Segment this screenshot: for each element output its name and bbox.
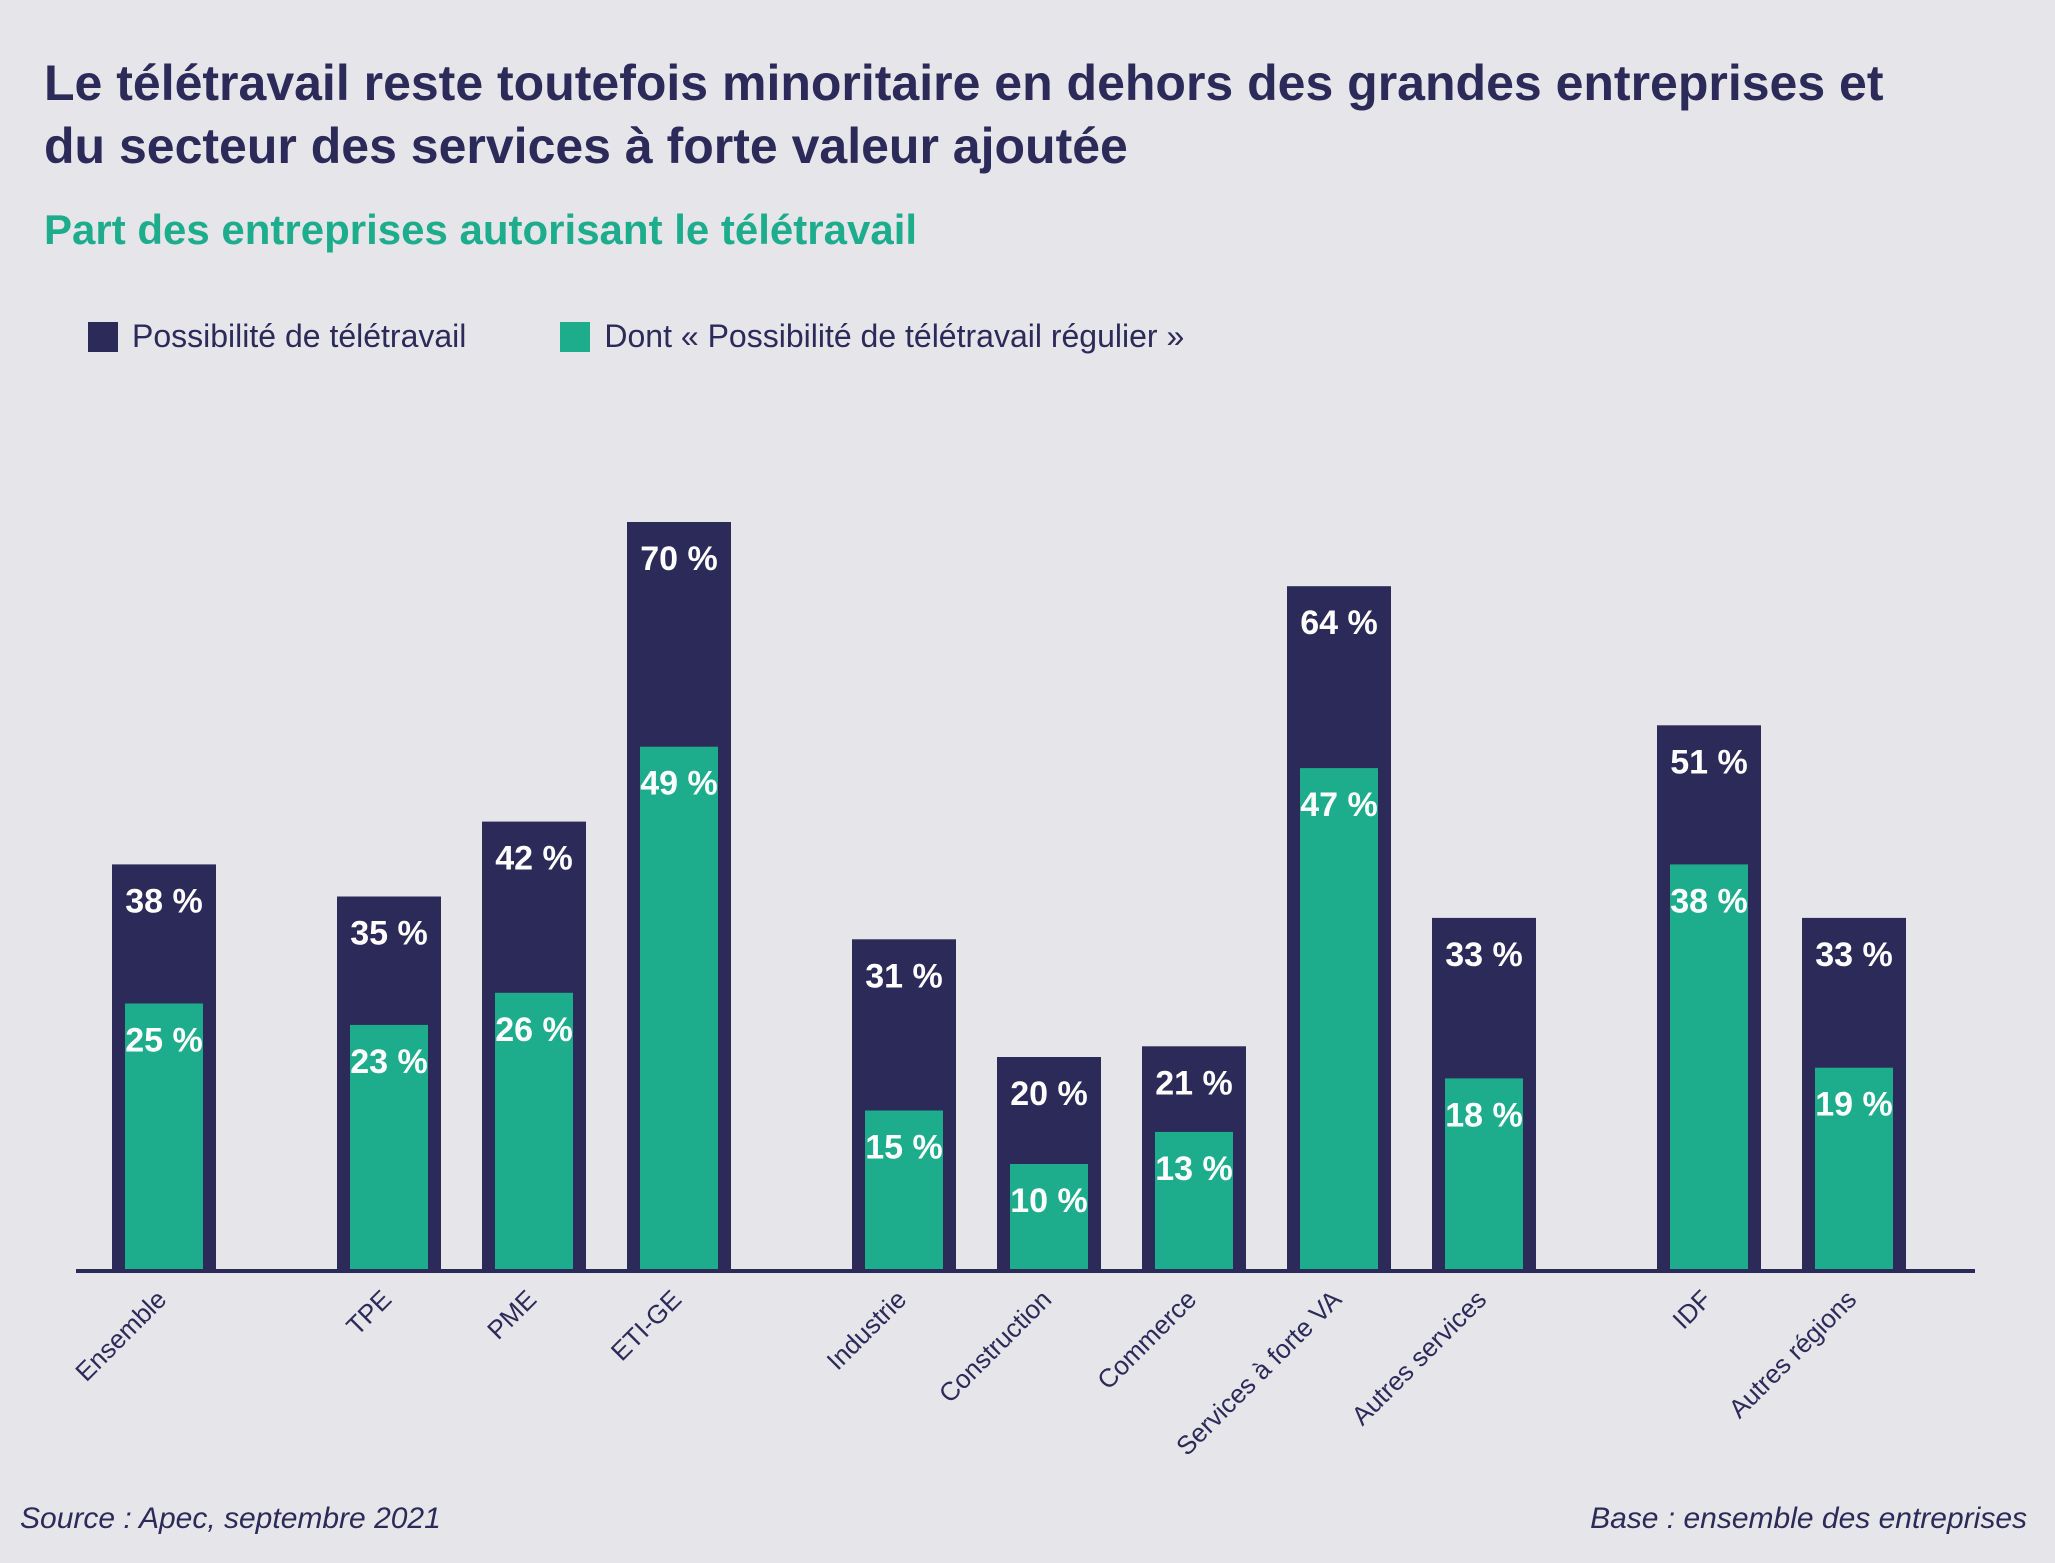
legend-label-regular: Dont « Possibilité de télétravail réguli… — [604, 318, 1185, 354]
x-tick-label-pme: PME — [481, 1284, 542, 1345]
value-label-total-tpe: 35 % — [350, 915, 428, 953]
value-label-regular-autres-services: 18 % — [1445, 1096, 1523, 1134]
value-label-regular-eti-ge: 49 % — [640, 765, 718, 803]
value-label-total-autres-r-gions: 33 % — [1815, 936, 1893, 974]
bar-regular-industrie — [865, 1110, 943, 1271]
base-note: Base : ensemble des entreprises — [1590, 1502, 2027, 1535]
value-label-regular-industrie: 15 % — [865, 1129, 943, 1167]
value-label-total-autres-services: 33 % — [1445, 936, 1523, 974]
bar-regular-tpe — [350, 1024, 428, 1271]
value-label-regular-construction: 10 % — [1010, 1182, 1088, 1220]
value-label-regular-idf: 38 % — [1670, 882, 1748, 920]
bar-regular-autres-r-gions — [1815, 1067, 1893, 1271]
value-label-regular-tpe: 23 % — [350, 1043, 428, 1081]
legend-swatch-total — [88, 321, 118, 352]
source-note: Source : Apec, septembre 2021 — [20, 1502, 441, 1535]
x-tick-label-ensemble: Ensemble — [69, 1284, 172, 1387]
bar-regular-pme — [495, 992, 573, 1271]
x-tick-label-idf: IDF — [1666, 1284, 1717, 1335]
x-tick-label-eti-ge: ETI-GE — [605, 1284, 687, 1366]
bar-regular-autres-services — [1445, 1078, 1523, 1271]
x-tick-label-autres-r-gions: Autres régions — [1722, 1284, 1862, 1424]
x-tick-label-industrie: Industrie — [821, 1284, 913, 1376]
x-tick-label-commerce: Commerce — [1091, 1284, 1202, 1395]
chart-subtitle: Part des entreprises autorisant le télét… — [44, 206, 918, 253]
x-tick-label-construction: Construction — [933, 1284, 1057, 1408]
bar-regular-ensemble — [125, 1003, 203, 1271]
legend: Possibilité de télétravail Dont « Possib… — [88, 318, 1278, 355]
legend-item-total: Possibilité de télétravail — [88, 318, 466, 355]
value-label-regular-autres-r-gions: 19 % — [1815, 1086, 1893, 1124]
value-label-regular-ensemble: 25 % — [125, 1022, 203, 1060]
value-label-regular-pme: 26 % — [495, 1011, 573, 1049]
bar-regular-construction — [1010, 1164, 1088, 1271]
legend-swatch-regular — [560, 321, 591, 352]
x-tick-label-tpe: TPE — [340, 1284, 397, 1341]
value-label-total-pme: 42 % — [495, 840, 573, 878]
value-label-total-idf: 51 % — [1670, 743, 1748, 781]
value-label-regular-services-forte-va: 47 % — [1300, 786, 1378, 824]
value-label-total-commerce: 21 % — [1155, 1064, 1233, 1102]
value-label-total-services-forte-va: 64 % — [1300, 604, 1378, 642]
chart-title: Le télétravail reste toutefois minoritai… — [44, 55, 1884, 174]
bar-regular-eti-ge — [640, 746, 718, 1271]
bar-regular-services-forte-va — [1300, 768, 1378, 1271]
x-tick-label-autres-services: Autres services — [1345, 1284, 1492, 1431]
value-label-total-ensemble: 38 % — [125, 882, 203, 920]
value-label-regular-commerce: 13 % — [1155, 1150, 1233, 1188]
value-label-total-construction: 20 % — [1010, 1075, 1088, 1113]
legend-label-total: Possibilité de télétravail — [132, 318, 467, 354]
value-label-total-eti-ge: 70 % — [640, 540, 718, 578]
bar-regular-commerce — [1155, 1131, 1233, 1271]
bar-regular-idf — [1670, 864, 1748, 1271]
value-label-total-industrie: 31 % — [865, 957, 943, 995]
legend-item-regular: Dont « Possibilité de télétravail réguli… — [560, 318, 1184, 355]
